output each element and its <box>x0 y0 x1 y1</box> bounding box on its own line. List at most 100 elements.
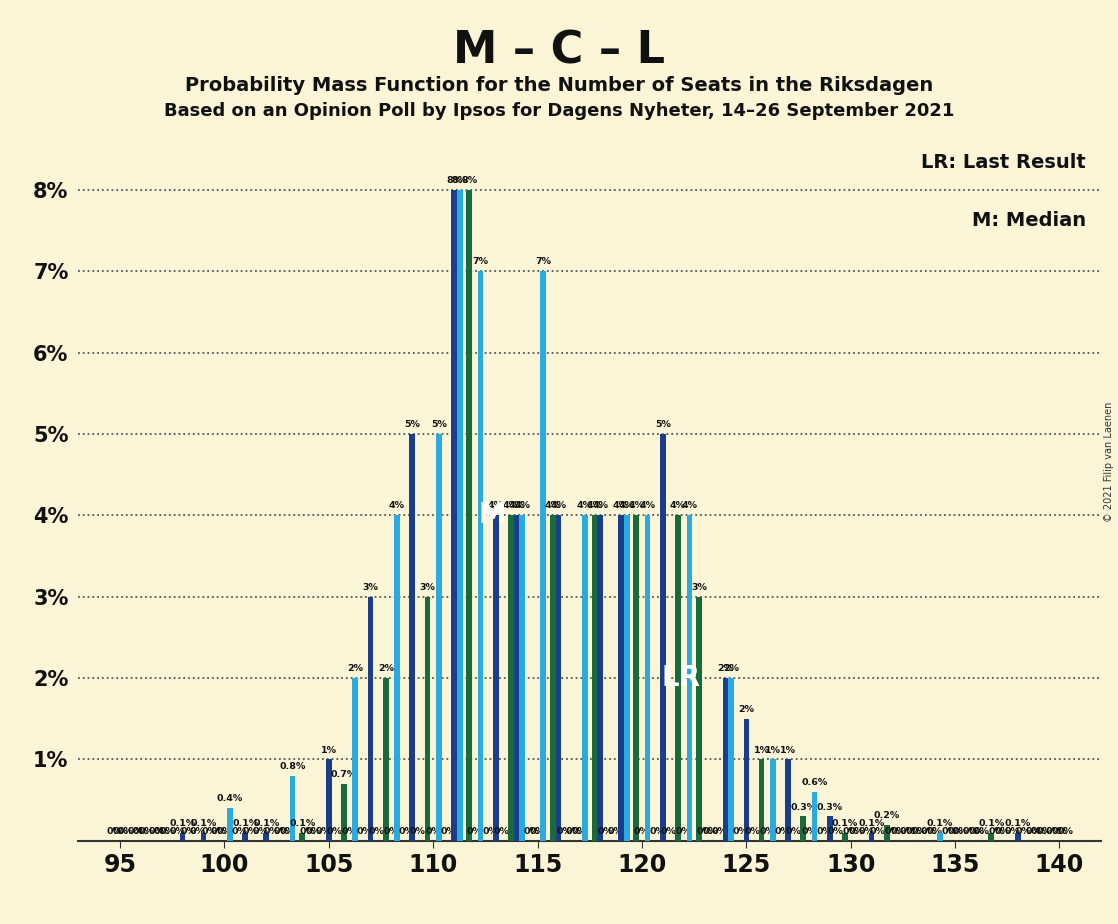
Bar <box>697 597 702 841</box>
Text: 0%: 0% <box>1015 827 1031 836</box>
Text: 0%: 0% <box>827 827 843 836</box>
Bar <box>800 817 806 841</box>
Text: 0%: 0% <box>368 827 385 836</box>
Text: 0%: 0% <box>440 827 456 836</box>
Text: 0%: 0% <box>712 827 728 836</box>
Text: 0%: 0% <box>786 827 802 836</box>
Text: 0%: 0% <box>775 827 790 836</box>
Text: 4%: 4% <box>550 502 567 510</box>
Text: 4%: 4% <box>613 502 629 510</box>
Text: 0%: 0% <box>598 827 614 836</box>
Bar <box>842 833 847 841</box>
Text: 2%: 2% <box>738 705 755 714</box>
Text: 0%: 0% <box>661 827 676 836</box>
Bar <box>785 760 790 841</box>
Text: 0%: 0% <box>133 827 149 836</box>
Text: 0.6%: 0.6% <box>802 778 827 787</box>
Text: 0.4%: 0.4% <box>217 795 243 803</box>
Text: 0%: 0% <box>106 827 122 836</box>
Bar <box>493 516 499 841</box>
Text: 0%: 0% <box>968 827 984 836</box>
Text: 0%: 0% <box>759 827 775 836</box>
Text: 0%: 0% <box>702 827 718 836</box>
Text: 0%: 0% <box>1004 827 1020 836</box>
Text: 7%: 7% <box>536 257 551 266</box>
Bar <box>645 516 651 841</box>
Text: 3%: 3% <box>691 583 707 592</box>
Text: 0%: 0% <box>410 827 426 836</box>
Text: 0%: 0% <box>1052 827 1068 836</box>
Bar <box>477 272 483 841</box>
Text: 0%: 0% <box>816 827 832 836</box>
Text: 8%: 8% <box>462 176 477 185</box>
Text: 0.1%: 0.1% <box>927 819 953 828</box>
Text: 0.3%: 0.3% <box>817 803 843 811</box>
Text: 4%: 4% <box>503 502 519 510</box>
Text: 1%: 1% <box>321 746 337 755</box>
Text: 0%: 0% <box>253 827 268 836</box>
Text: 3%: 3% <box>362 583 379 592</box>
Text: 0%: 0% <box>493 827 510 836</box>
Bar <box>352 678 358 841</box>
Text: 0%: 0% <box>180 827 197 836</box>
Bar <box>368 597 373 841</box>
Text: 0%: 0% <box>920 827 937 836</box>
Text: Probability Mass Function for the Number of Seats in the Riksdagen: Probability Mass Function for the Number… <box>184 76 934 95</box>
Text: 2%: 2% <box>723 664 739 674</box>
Bar <box>300 833 305 841</box>
Bar <box>409 434 415 841</box>
Text: 0%: 0% <box>607 827 624 836</box>
Bar <box>326 760 332 841</box>
Text: 8%: 8% <box>446 176 462 185</box>
Text: 0%: 0% <box>315 827 331 836</box>
Bar <box>201 833 207 841</box>
Text: 0%: 0% <box>906 827 921 836</box>
Text: 0.2%: 0.2% <box>873 810 900 820</box>
Bar <box>1015 833 1021 841</box>
Text: 0%: 0% <box>890 827 906 836</box>
Text: 0.8%: 0.8% <box>280 762 306 771</box>
Text: 4%: 4% <box>670 502 686 510</box>
Text: 0%: 0% <box>300 827 316 836</box>
Text: 0%: 0% <box>201 827 217 836</box>
Text: LR: LR <box>661 664 700 692</box>
Text: 0%: 0% <box>941 827 957 836</box>
Text: 0%: 0% <box>231 827 247 836</box>
Bar <box>243 833 248 841</box>
Text: 0%: 0% <box>995 827 1011 836</box>
Text: 4%: 4% <box>514 502 530 510</box>
Text: 0%: 0% <box>963 827 978 836</box>
Text: 0%: 0% <box>326 827 342 836</box>
Text: 0.1%: 0.1% <box>170 819 196 828</box>
Text: 0%: 0% <box>1031 827 1046 836</box>
Bar <box>869 833 874 841</box>
Text: 0%: 0% <box>482 827 499 836</box>
Text: 1%: 1% <box>765 746 780 755</box>
Text: 0%: 0% <box>634 827 650 836</box>
Text: 0%: 0% <box>139 827 154 836</box>
Text: 0%: 0% <box>217 827 233 836</box>
Bar <box>660 434 665 841</box>
Bar <box>264 833 269 841</box>
Text: 0%: 0% <box>264 827 280 836</box>
Text: 0.7%: 0.7% <box>331 770 357 779</box>
Text: 0%: 0% <box>190 827 206 836</box>
Bar <box>520 516 525 841</box>
Text: 0%: 0% <box>800 827 817 836</box>
Text: 0.1%: 0.1% <box>253 819 280 828</box>
Text: 0%: 0% <box>169 827 184 836</box>
Text: © 2021 Filip van Laenen: © 2021 Filip van Laenen <box>1105 402 1114 522</box>
Text: 4%: 4% <box>577 502 593 510</box>
Text: 0%: 0% <box>383 827 399 836</box>
Text: 0%: 0% <box>154 827 170 836</box>
Text: 0%: 0% <box>1058 827 1073 836</box>
Text: 5%: 5% <box>430 420 447 429</box>
Text: 0%: 0% <box>357 827 372 836</box>
Text: 4%: 4% <box>593 502 608 510</box>
Text: 4%: 4% <box>487 502 504 510</box>
Bar <box>425 597 430 841</box>
Bar <box>686 516 692 841</box>
Text: 0%: 0% <box>858 827 874 836</box>
Bar <box>675 516 681 841</box>
Text: 4%: 4% <box>389 502 405 510</box>
